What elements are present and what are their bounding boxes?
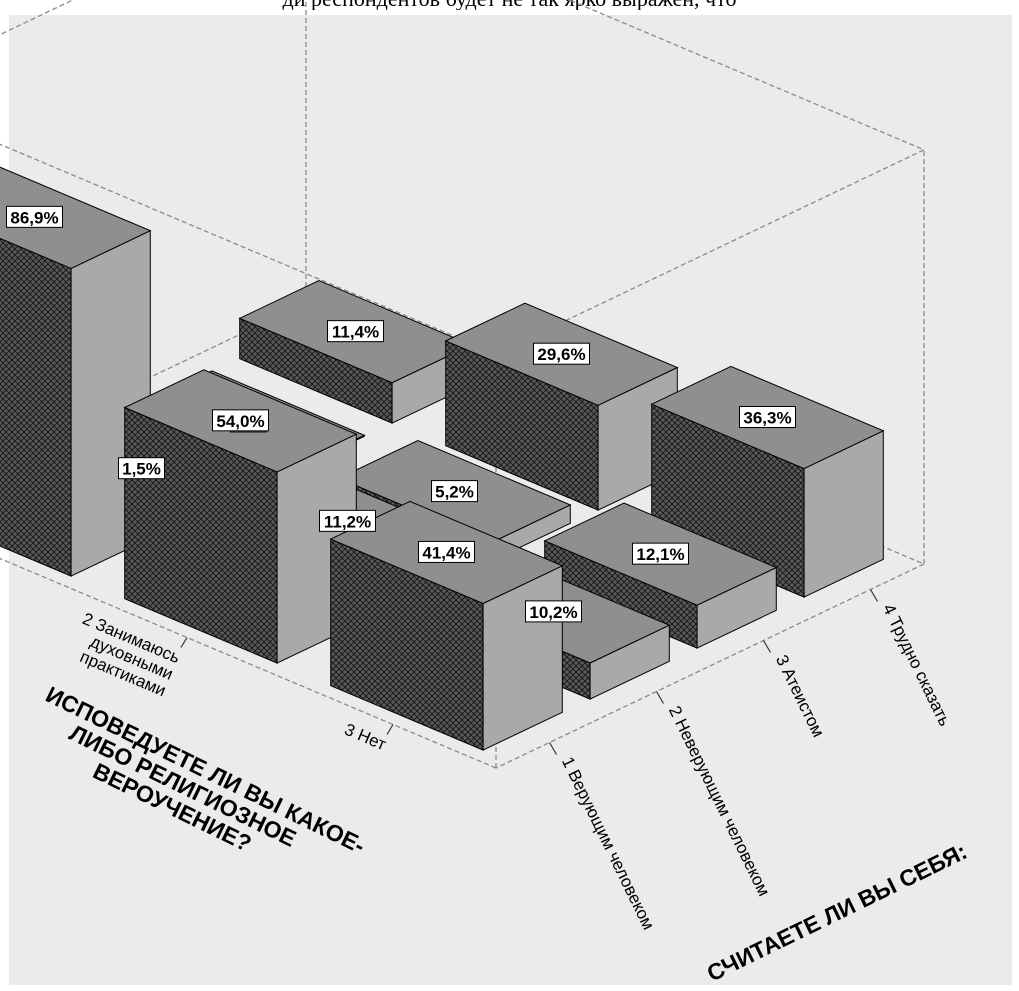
value-label-box bbox=[118, 457, 165, 480]
x-category-label-2-занимаюсь-духовными-практиками: 2 Занимаюсьдуховнымипрактиками bbox=[66, 609, 183, 700]
value-label-text: 36,3% bbox=[743, 408, 791, 427]
z-category-label-4-трудно-сказать: 4 Трудно сказать bbox=[879, 601, 955, 729]
z-category-label-2-неверующим-человеком: 2 Неверующим человеком bbox=[665, 703, 774, 899]
x-tick bbox=[386, 724, 394, 735]
value-label-2-занимаюсь-духовными-практиками-4-трудно-сказать: 29,6% bbox=[533, 342, 590, 365]
value-label-2-занимаюсь-духовными-практиками-1-верующим-человеком: 54,0% bbox=[212, 409, 269, 432]
value-label-2-занимаюсь-духовными-практиками-2-неверующим-человеком: 11,2% bbox=[319, 509, 376, 532]
value-label-box bbox=[319, 509, 376, 532]
x-tick bbox=[180, 637, 188, 648]
value-label-text: 12,1% bbox=[636, 545, 684, 564]
z-category-label-1-верующим-человеком: 1 Верующим человеком bbox=[558, 754, 658, 933]
value-label-1-да-1-верующим-человеком: 86,9% bbox=[6, 205, 63, 228]
z-tick bbox=[869, 589, 879, 602]
z-tick bbox=[548, 742, 558, 755]
value-label-box bbox=[525, 600, 582, 623]
value-label-2-занимаюсь-духовными-практиками-3-атеистом: 5,2% bbox=[431, 480, 478, 503]
value-label-text: 54,0% bbox=[216, 412, 264, 431]
value-label-box bbox=[533, 342, 590, 365]
value-label-text: 10,2% bbox=[529, 603, 577, 622]
value-label-text: 5,2% bbox=[435, 483, 474, 502]
value-label-box bbox=[739, 405, 796, 428]
z-category-label-3-атеистом: 3 Атеистом bbox=[772, 652, 828, 740]
value-label-box bbox=[632, 542, 689, 565]
value-label-box bbox=[431, 480, 478, 503]
value-label-box bbox=[327, 320, 384, 343]
value-label-text: 11,4% bbox=[332, 323, 379, 342]
value-label-box bbox=[418, 540, 475, 563]
x-axis-title: ИСПОВЕДУЕТЕ ЛИ ВЫ КАКОЕ-ЛИБО РЕЛИГИОЗНОЕ… bbox=[21, 681, 370, 902]
value-label-box bbox=[6, 205, 63, 228]
value-label-1-да-4-трудно-сказать: 11,4% bbox=[327, 320, 384, 343]
x-category-label-3-нет: 3 Нет bbox=[342, 720, 389, 754]
value-label-text: 1,5% bbox=[122, 460, 161, 479]
value-label-text: 41,4% bbox=[422, 543, 470, 562]
value-label-text: 11,2% bbox=[324, 512, 371, 531]
value-label-3-нет-3-атеистом: 12,1% bbox=[632, 542, 689, 565]
z-tick bbox=[655, 691, 665, 704]
value-label-text: 86,9% bbox=[10, 208, 58, 227]
value-label-3-нет-1-верующим-человеком: 41,4% bbox=[418, 540, 475, 563]
value-label-text: 29,6% bbox=[537, 345, 585, 364]
value-labels: 11,4%,3%1,5%86,9%29,6%5,2%11,2%54,0%36,3… bbox=[6, 205, 796, 623]
value-label-box bbox=[212, 409, 269, 432]
value-label-3-нет-4-трудно-сказать: 36,3% bbox=[739, 405, 796, 428]
z-tick bbox=[762, 640, 772, 653]
bar-top-face bbox=[0, 166, 152, 269]
top-caption-fragment: ди респондентов будет не так ярко выраже… bbox=[0, 0, 1019, 10]
value-label-1-да-2-неверующим-человеком: 1,5% bbox=[118, 457, 165, 480]
bar-3-нет-4-трудно-сказать bbox=[650, 365, 885, 598]
value-label-3-нет-2-неверующим-человеком: 10,2% bbox=[525, 600, 582, 623]
